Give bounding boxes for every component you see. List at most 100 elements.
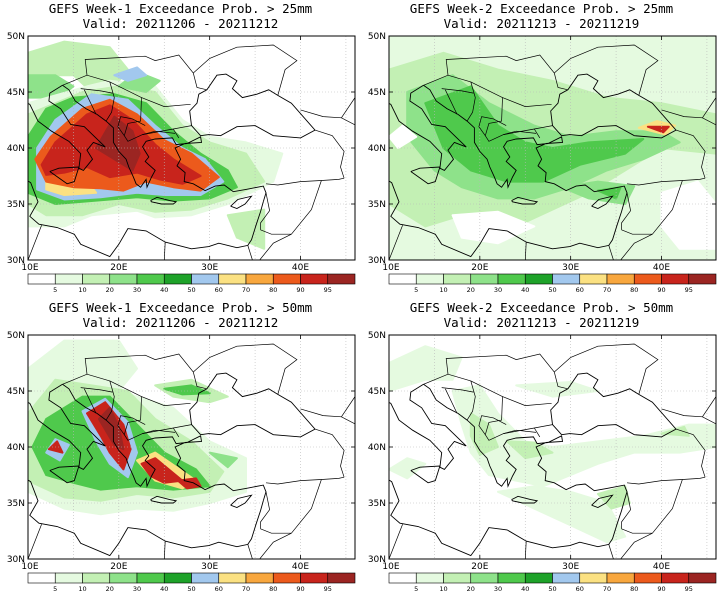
colorbar-swatch	[470, 572, 499, 584]
colorbar-swatch	[109, 572, 138, 584]
map-area	[376, 335, 716, 559]
lon-label: 20E	[110, 562, 127, 572]
colorbar-swatch	[82, 572, 111, 584]
colorbar-label: 95	[685, 585, 693, 593]
lon-label: 40E	[292, 263, 309, 273]
probability-contour	[97, 406, 125, 451]
country-border	[524, 541, 527, 559]
lon-label: 10E	[21, 562, 38, 572]
country-border	[173, 427, 180, 438]
colorbar-label: 50	[548, 286, 556, 294]
colorbar-label: 30	[494, 585, 502, 593]
colorbar-label: 20	[106, 585, 114, 593]
colorbar-swatch	[606, 273, 635, 285]
coastline	[376, 415, 384, 432]
colorbar: 5 10 20 30 40 50 60 70 80 90 95	[27, 273, 356, 294]
coastline	[423, 84, 628, 202]
colorbar-label: 90	[296, 286, 304, 294]
colorbar-swatch	[163, 273, 192, 285]
country-border	[247, 245, 253, 260]
colorbar-swatch	[245, 273, 274, 285]
lon-label: 10E	[382, 562, 399, 572]
colorbar-swatch	[579, 273, 608, 285]
country-border	[163, 242, 166, 260]
country-border	[314, 129, 345, 179]
lon-label: 10E	[21, 263, 38, 273]
country-border	[445, 353, 568, 390]
lon-label: 40E	[292, 562, 309, 572]
gridlines	[389, 36, 716, 260]
colorbar-swatch	[191, 572, 220, 584]
colorbar-label: 80	[269, 286, 277, 294]
lat-label: 40N	[7, 144, 25, 154]
country-border	[173, 128, 180, 139]
country-border	[534, 427, 541, 438]
colorbar-swatch	[327, 273, 356, 285]
country-border	[621, 192, 631, 230]
country-border	[502, 97, 552, 107]
panel-subtitle: Valid: 20211213 - 20211219	[443, 315, 640, 330]
coastline	[62, 84, 267, 202]
probability-contour	[389, 345, 463, 392]
colorbar-label: 5	[53, 585, 57, 593]
country-border	[247, 544, 253, 559]
coastline	[511, 196, 539, 205]
country-border	[83, 388, 97, 414]
country-border	[389, 225, 403, 260]
country-border	[441, 88, 474, 94]
probability-contour	[208, 451, 238, 469]
lat-label: 45N	[368, 387, 386, 397]
country-border	[141, 97, 191, 107]
country-border	[193, 343, 298, 395]
probability-contour	[389, 124, 418, 149]
country-border	[503, 429, 537, 434]
country-border	[608, 245, 614, 260]
colorbar-swatch	[606, 572, 635, 584]
colorbar-label: 10	[78, 585, 86, 593]
country-border	[444, 89, 458, 115]
coastline	[550, 73, 677, 139]
country-border	[265, 177, 345, 186]
coastline	[150, 495, 178, 504]
panel-week2-25mm: GEFS Week-2 Exceedance Prob. > 25mm Vali…	[361, 0, 722, 299]
coastline	[189, 73, 316, 139]
probability-contour	[163, 384, 211, 396]
coastline	[591, 195, 614, 209]
colorbar-label: 40	[160, 286, 168, 294]
country-border	[675, 428, 706, 478]
lat-label: 50N	[368, 32, 386, 42]
lat-label: 50N	[7, 32, 25, 42]
colorbar-label: 30	[494, 286, 502, 294]
coastline	[550, 372, 677, 438]
probability-contour	[176, 477, 202, 490]
colorbar-swatch	[497, 572, 526, 584]
country-border	[117, 116, 146, 136]
probability-contour	[646, 125, 670, 134]
coastline	[389, 84, 467, 171]
lon-label: 30E	[562, 263, 579, 273]
colorbar-label: 10	[78, 286, 86, 294]
colorbar-swatch	[443, 273, 472, 285]
country-border	[117, 415, 146, 435]
probability-contour	[95, 115, 141, 172]
lon-label: 30E	[201, 263, 218, 273]
colorbar-label: 70	[603, 585, 611, 593]
gridlines	[389, 335, 716, 559]
panel-title: GEFS Week-2 Exceedance Prob. > 25mm	[409, 1, 674, 16]
colorbar-swatch	[191, 273, 220, 285]
coastline	[230, 195, 253, 209]
coastline	[230, 494, 253, 508]
coastline	[376, 116, 384, 133]
country-border	[620, 233, 653, 260]
coastline	[189, 372, 316, 438]
colorbar-swatch	[163, 572, 192, 584]
probability-contour	[113, 66, 148, 82]
lon-label: 30E	[562, 562, 579, 572]
colorbar-swatch	[27, 273, 56, 285]
country-border	[478, 116, 507, 136]
colorbar-label: 50	[187, 585, 195, 593]
country-border	[193, 44, 298, 96]
colorbar-swatch	[633, 273, 662, 285]
probability-contour	[469, 412, 499, 456]
